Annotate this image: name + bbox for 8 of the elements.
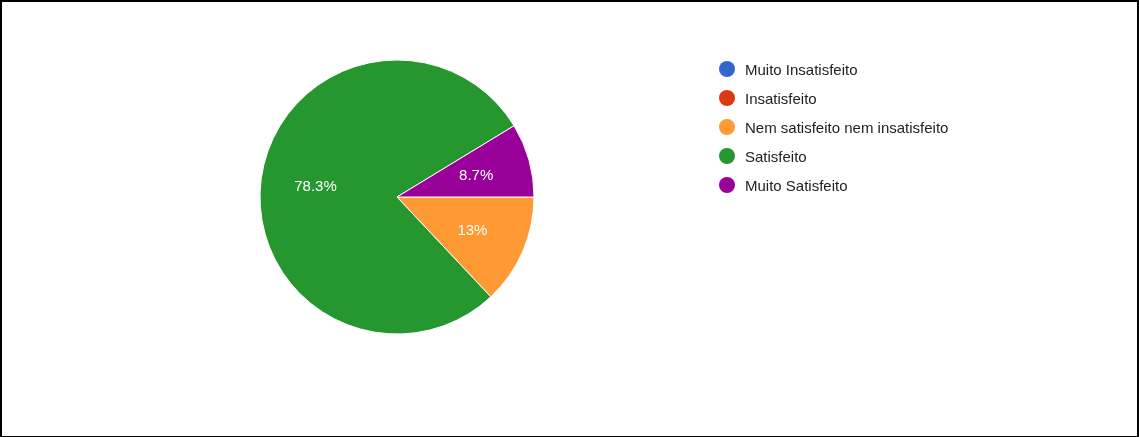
legend-label: Muito Insatisfeito (745, 60, 858, 78)
legend-label: Nem satisfeito nem insatisfeito (745, 118, 949, 136)
legend-label: Muito Satisfeito (745, 176, 848, 194)
data-label: 13% (457, 221, 488, 239)
data-label: 8.7% (459, 166, 494, 184)
data-label: 78.3% (294, 177, 337, 195)
legend-label: Satisfeito (745, 147, 807, 165)
legend-label: Insatisfeito (745, 89, 817, 107)
